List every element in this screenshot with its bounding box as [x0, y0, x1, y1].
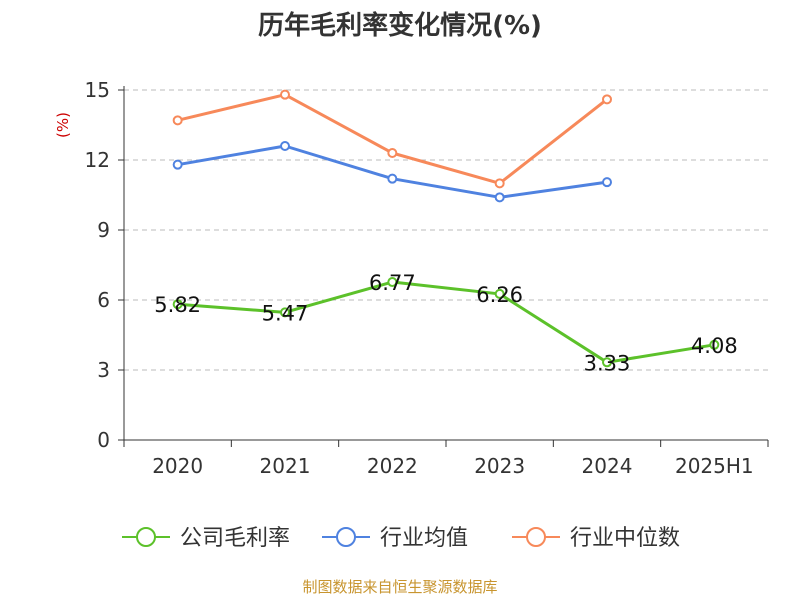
data-point	[494, 288, 505, 299]
data-point	[172, 159, 183, 170]
data-point	[280, 89, 290, 100]
x-tick-label: 2022	[367, 454, 418, 478]
legend-marker-icon	[526, 527, 546, 547]
y-tick-label: 9	[97, 218, 110, 242]
chart-title: 历年毛利率变化情况(%)	[258, 10, 542, 41]
x-tick-label: 2020	[152, 454, 203, 478]
data-point	[172, 299, 183, 310]
series-line-0	[177, 280, 715, 364]
y-tick-label: 6	[97, 288, 110, 312]
source-footer: 制图数据来自恒生聚源数据库	[302, 578, 497, 596]
data-label: 6.26	[476, 283, 523, 307]
x-tick-label: 2025H1	[675, 454, 754, 478]
x-tick-label: 2024	[582, 454, 633, 478]
data-point	[602, 94, 612, 105]
data-point	[387, 148, 398, 158]
data-point	[387, 277, 398, 288]
x-axis: 2020 2021 2022 2023 2024 2025H1	[123, 439, 769, 478]
y-tick-label: 12	[85, 148, 110, 172]
legend-label: 行业均值	[380, 526, 468, 551]
y-axis-label: (%)	[54, 112, 72, 138]
series-lines	[172, 89, 720, 368]
data-point	[280, 307, 290, 318]
legend-marker-icon	[336, 527, 356, 547]
data-label: 5.82	[154, 293, 201, 317]
grid-lines	[124, 89, 768, 371]
data-label: 4.08	[691, 334, 738, 358]
data-point	[602, 177, 612, 188]
y-tick-label: 3	[97, 358, 110, 382]
data-label: 6.77	[369, 271, 416, 295]
legend-item[interactable]: 行业均值	[322, 526, 468, 551]
legend-item[interactable]: 公司毛利率	[122, 526, 290, 551]
x-tick-label: 2021	[260, 454, 311, 478]
data-label: 5.47	[262, 301, 309, 325]
legend-marker-icon	[136, 527, 156, 547]
legend-label: 行业中位数	[570, 526, 680, 551]
data-point	[709, 339, 720, 350]
series-line-2	[177, 93, 608, 185]
data-point	[172, 115, 183, 126]
y-tick-label: 15	[85, 78, 110, 102]
data-point	[494, 192, 505, 203]
legend-label: 公司毛利率	[180, 526, 290, 551]
legend-item[interactable]: 行业中位数	[512, 526, 680, 551]
legend[interactable]: 公司毛利率 行业均值 行业中位数	[122, 526, 680, 551]
data-point	[280, 141, 290, 151]
y-tick-label: 0	[97, 428, 110, 452]
data-point	[387, 173, 398, 184]
x-tick-label: 2023	[474, 454, 525, 478]
data-point	[494, 178, 505, 189]
data-label: 3.33	[584, 351, 631, 375]
y-axis-ticks: 0 3 6 9 12 15	[85, 78, 125, 452]
data-point	[602, 357, 612, 368]
data-labels: 5.82 5.47 6.77 6.26 3.33 4.08	[154, 271, 737, 375]
